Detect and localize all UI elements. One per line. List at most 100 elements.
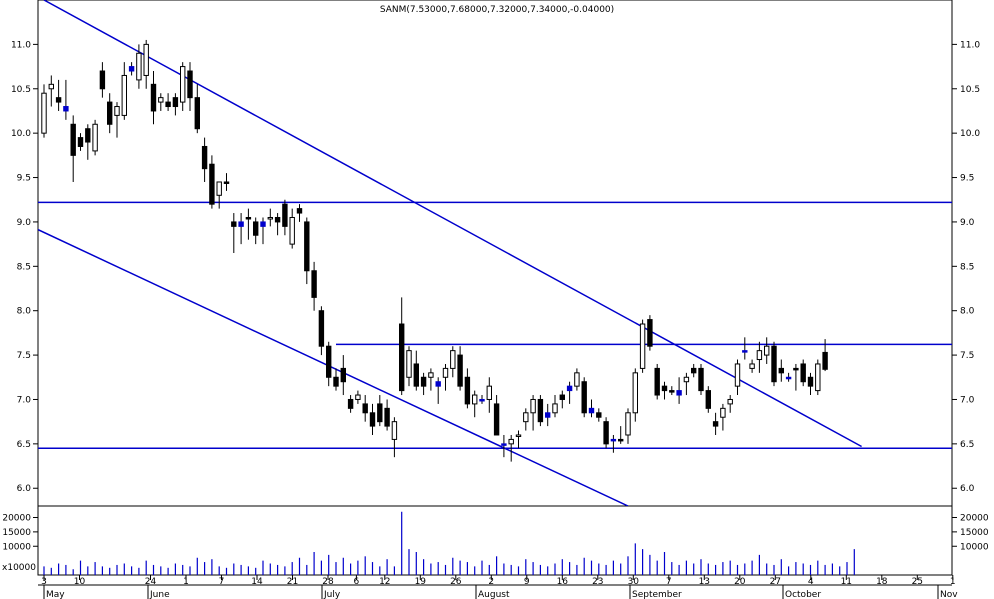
price-tick-label-right: 10.0 [960, 129, 980, 139]
candle-body [508, 438, 514, 445]
candle [267, 208, 274, 227]
candle [588, 399, 595, 418]
candle-body [253, 221, 259, 236]
candle-body [384, 407, 390, 427]
volume-tick-label-right: 20000 [960, 514, 989, 524]
candle-body [48, 83, 54, 90]
candle-body [428, 372, 434, 378]
candle [326, 341, 332, 387]
day-tick-label: 20 [734, 577, 746, 587]
volume-tick-label-left: 10000 [2, 542, 31, 552]
candle [756, 341, 763, 373]
candle-body [574, 372, 580, 387]
candle-body [654, 367, 660, 396]
candle-body [260, 221, 266, 227]
candle [63, 79, 69, 120]
price-tick-label-left: 6.5 [17, 440, 31, 450]
candle-body [596, 412, 602, 418]
day-tick-label: 7 [219, 577, 225, 587]
candle-body [581, 381, 587, 414]
volume-axis: 20000 20000 15000 15000 10000 10000 [2, 514, 989, 553]
day-tick-label: 25 [912, 577, 923, 587]
candle-body [63, 106, 69, 112]
candle-body [603, 421, 609, 445]
candle [77, 133, 84, 151]
candle [545, 403, 551, 427]
candle-body [114, 106, 120, 116]
day-tick-label: 2 [488, 577, 494, 587]
candle [172, 93, 179, 116]
day-tick-label: 1 [183, 577, 189, 587]
candle [114, 102, 120, 138]
candle [340, 355, 347, 396]
candle-body [172, 97, 179, 108]
candle-body [399, 323, 405, 392]
candle [523, 408, 529, 431]
candle-body [209, 163, 215, 205]
price-tick-label-right: 6.0 [960, 484, 975, 494]
candle [107, 93, 113, 134]
candle [676, 377, 682, 404]
candle-body [515, 434, 522, 437]
month-label: June [149, 590, 170, 599]
candle-body [807, 376, 814, 387]
candle-body [340, 367, 347, 383]
candle [216, 181, 222, 209]
price-tick-label-right: 11.0 [960, 40, 980, 50]
candle-body [362, 403, 368, 414]
candle [603, 417, 609, 449]
candle-body [457, 354, 463, 387]
candle-body [150, 83, 157, 112]
candle-body [493, 403, 500, 436]
candle-body [545, 412, 551, 418]
price-tick-label-left: 9.0 [17, 218, 32, 228]
candle [647, 315, 653, 351]
candle [347, 395, 354, 413]
day-tick-label: 10 [74, 577, 86, 587]
candle [304, 217, 310, 285]
candle-body [800, 363, 806, 383]
candle-body [822, 351, 828, 370]
candle [559, 390, 565, 409]
candle-body [610, 438, 617, 442]
day-tick-label: 19 [415, 577, 427, 587]
candle [318, 306, 325, 356]
candle-body [326, 345, 332, 378]
candle-body [712, 421, 719, 427]
candle [442, 363, 449, 391]
candle-body [764, 345, 770, 356]
candle-body [523, 412, 529, 423]
candle-body [289, 216, 295, 245]
candle-body [632, 372, 638, 414]
candle [420, 372, 427, 396]
candle [493, 395, 500, 436]
day-tick-label: 27 [770, 577, 781, 587]
candle-body [588, 407, 595, 414]
candle [508, 434, 514, 462]
candle-body [705, 390, 711, 409]
day-tick-label: 23 [592, 577, 603, 587]
candle [596, 408, 602, 422]
price-tick-label-left: 8.5 [17, 262, 31, 272]
candle [450, 346, 456, 378]
month-label: September [632, 590, 682, 599]
candle [99, 62, 106, 98]
candle-body [223, 181, 230, 184]
candle [85, 124, 91, 160]
candle [238, 213, 244, 245]
volume-tick-label-right: 15000 [960, 528, 989, 538]
volume-panel-frame [37, 505, 953, 576]
candle [362, 395, 368, 422]
candle [625, 408, 631, 444]
candle [209, 155, 215, 209]
candle [742, 337, 748, 360]
candle [712, 412, 719, 435]
candle [369, 403, 376, 435]
month-label: May [46, 590, 65, 599]
candle [399, 297, 405, 396]
day-tick-label: 7 [666, 577, 672, 587]
candle-body [756, 350, 763, 361]
candle-body [734, 363, 741, 387]
candle-body [625, 412, 631, 436]
